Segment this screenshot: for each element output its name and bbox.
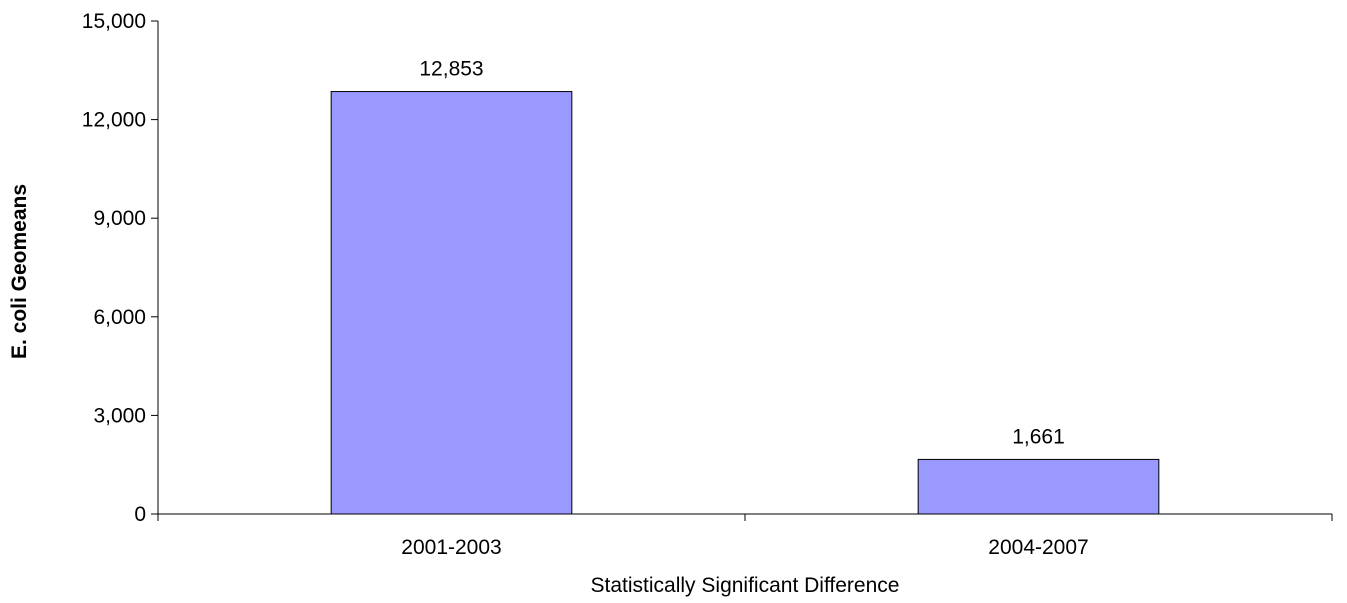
- bars: 12,853 1,661: [330, 58, 1160, 515]
- y-axis-title: E. coli Geomeans: [8, 184, 31, 359]
- y-axis-ticks: 0 3,000 6,000 9,000 12,000 15,000: [82, 10, 158, 526]
- y-tick-label: 12,000: [82, 109, 146, 132]
- bar: [917, 458, 1160, 515]
- x-tick-label: 2004-2007: [988, 536, 1088, 559]
- y-tick-label: 3,000: [93, 404, 146, 427]
- y-tick-label: 15,000: [82, 10, 146, 33]
- x-tick-label: 2001-2003: [401, 536, 501, 559]
- bar: [330, 91, 573, 515]
- bar-data-label: 1,661: [1012, 425, 1065, 448]
- x-axis-ticks: 2001-2003 2004-2007: [157, 514, 1333, 559]
- bar-data-label: 12,853: [419, 58, 483, 81]
- y-tick-label: 9,000: [93, 207, 146, 230]
- y-tick-label: 0: [134, 503, 146, 526]
- x-axis-title: Statistically Significant Difference: [591, 574, 900, 597]
- y-tick-label: 6,000: [93, 306, 146, 329]
